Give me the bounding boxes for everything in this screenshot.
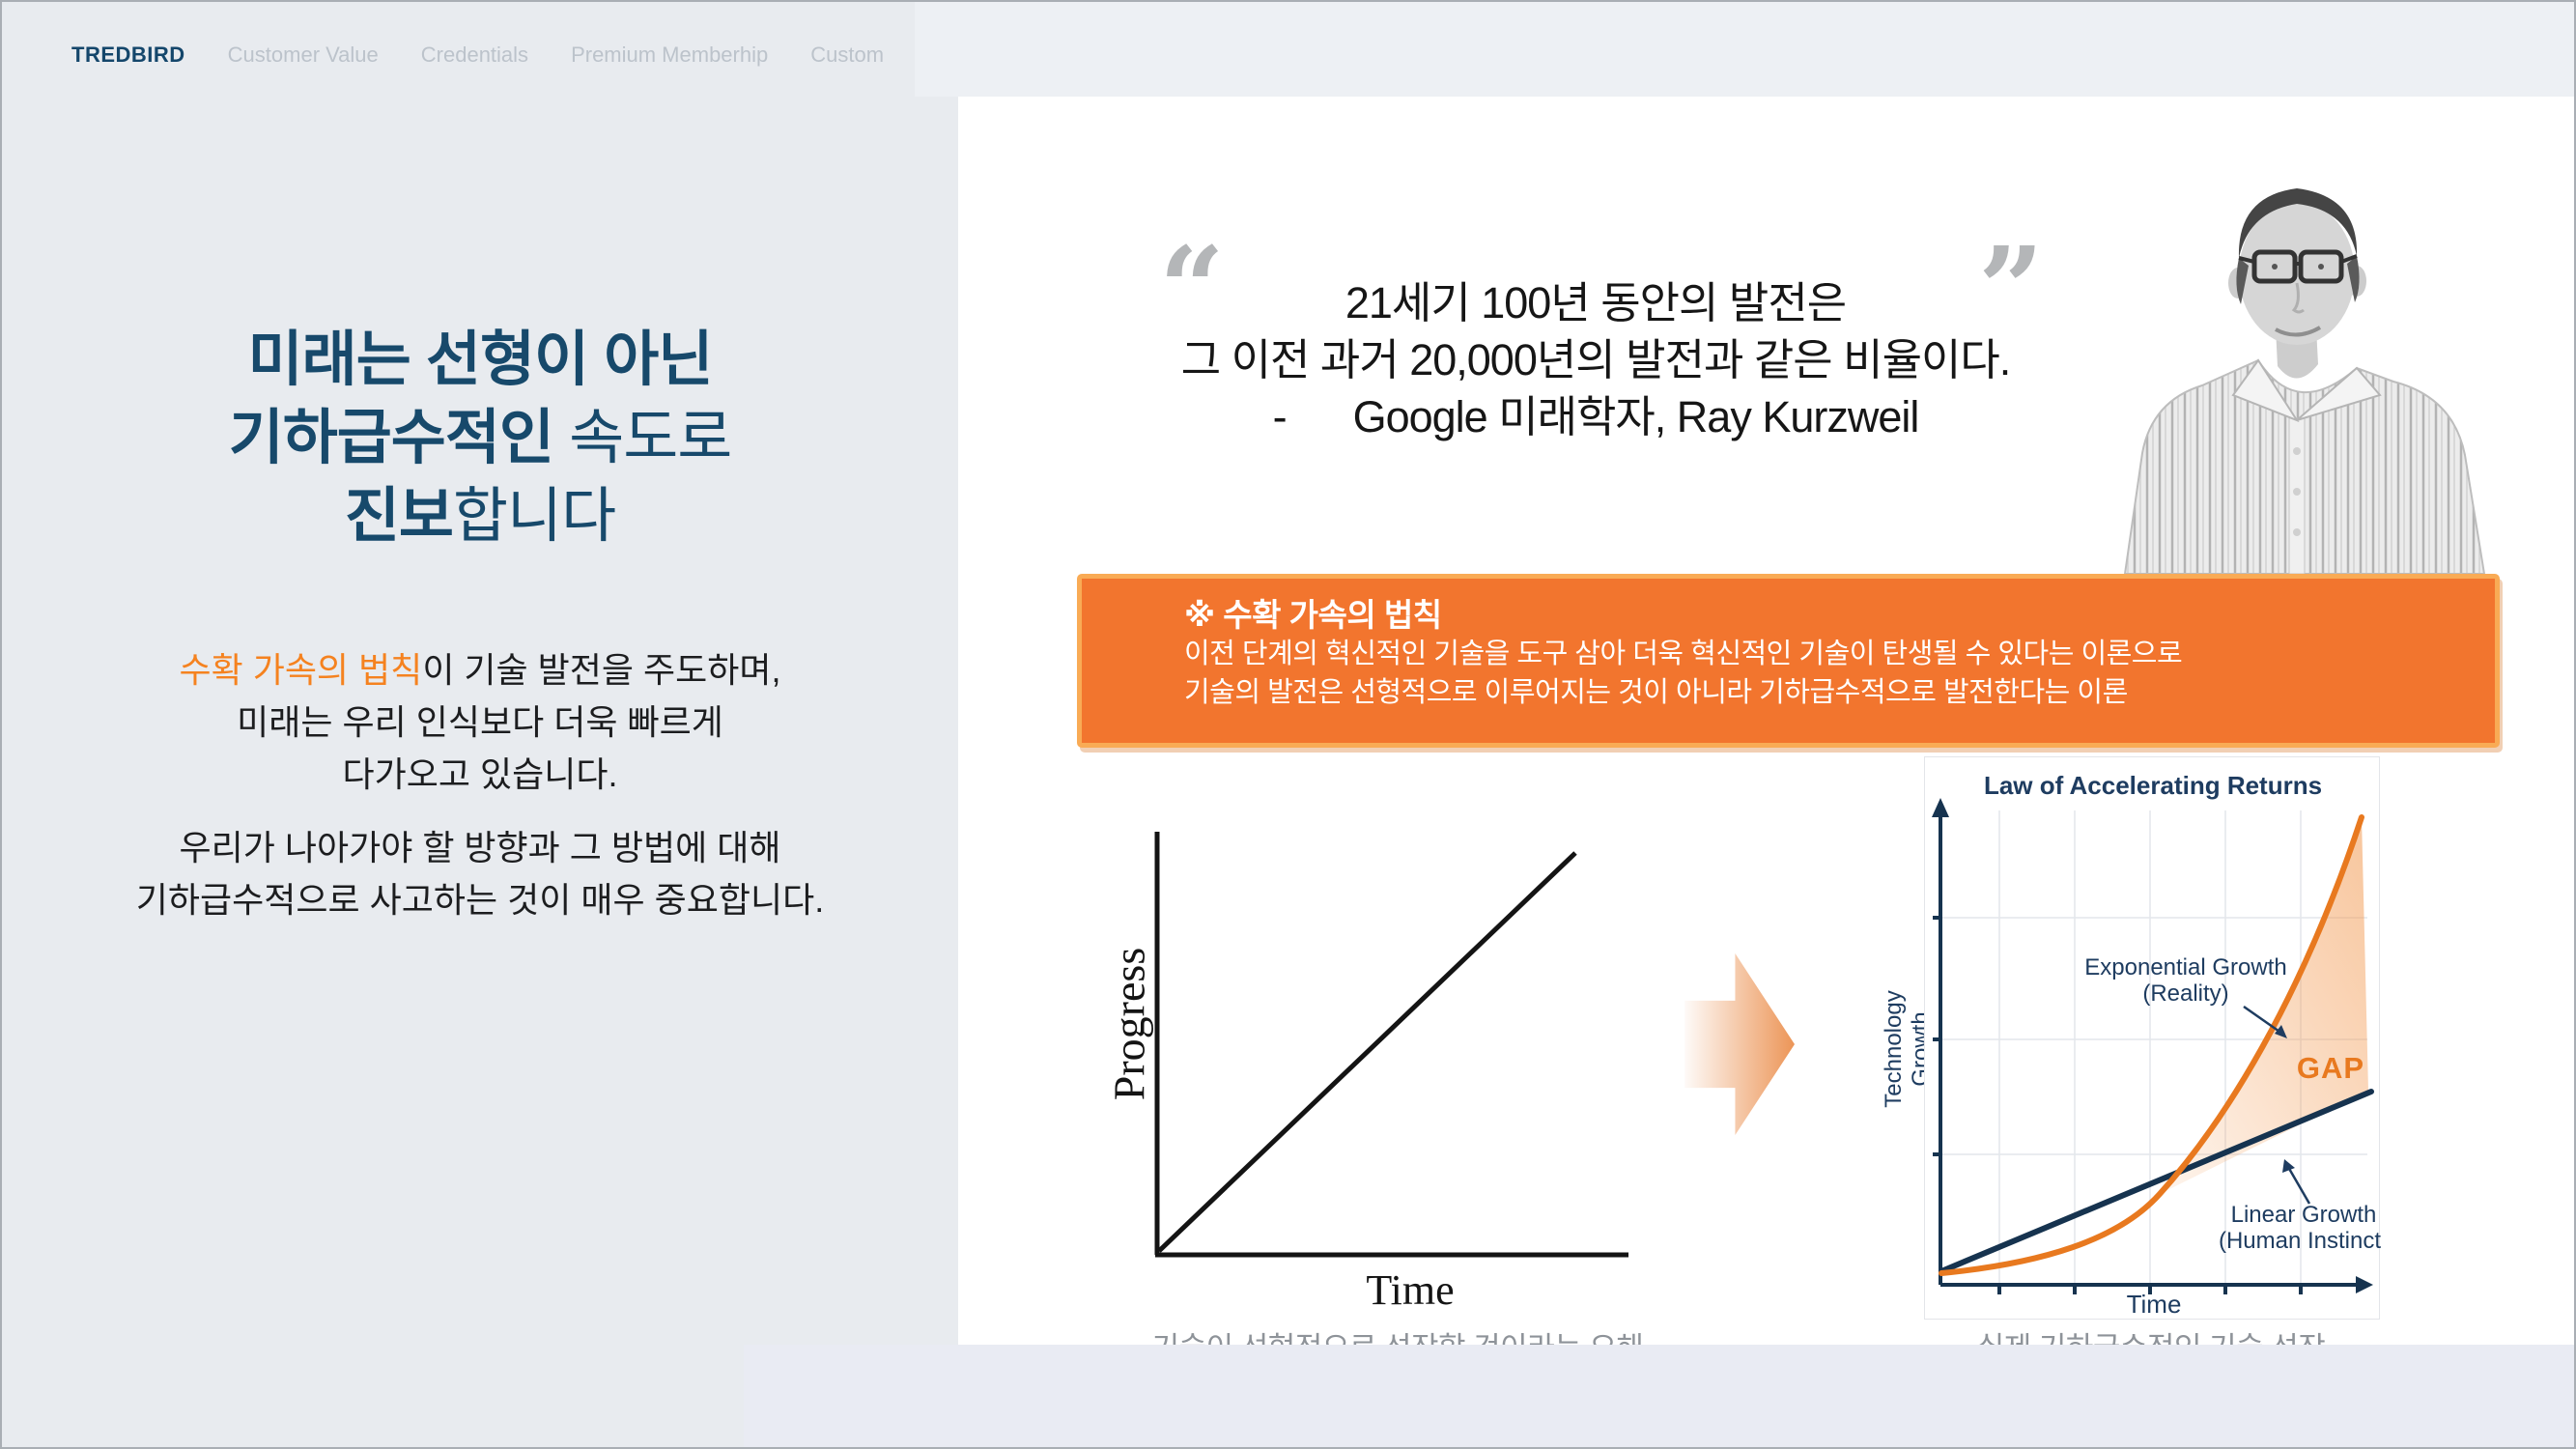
lar-chart: Law of Accelerating Returns	[1932, 771, 2389, 1319]
lar-x-axis-label: Time	[2127, 1290, 2182, 1319]
lin-annotation-arrowhead	[2282, 1159, 2295, 1173]
x-axis-arrowhead	[2356, 1276, 2373, 1293]
mouth	[2275, 326, 2322, 337]
headline-line-1: 미래는 선형이 아닌	[2, 321, 958, 399]
nav-item-premium-membership[interactable]: Premium Memberhip	[571, 43, 769, 67]
lead-paragraph-2: 우리가 나아가야 할 방향과 그 방법에 대해 기하급수적으로 사고하는 것이 …	[2, 822, 958, 926]
lead-p2-line1: 우리가 나아가야 할 방향과 그 방법에 대해	[179, 828, 781, 867]
collar-left	[2231, 358, 2300, 423]
nav-item-customer-value[interactable]: Customer Value	[227, 43, 379, 67]
kurzweil-quote: 21세기 100년 동안의 발전은 그 이전 과거 20,000년의 발전과 같…	[1113, 274, 2079, 445]
lead-paragraphs: 수확 가속의 법칙이 기술 발전을 주도하며, 미래는 우리 인식보다 더욱 빠…	[2, 644, 958, 926]
headline-line-1-text: 미래는 선형이 아닌	[247, 327, 714, 393]
eye-left	[2272, 264, 2278, 270]
lead-p1-line2: 미래는 우리 인식보다 더욱 빠르게	[237, 702, 723, 742]
top-strip-background	[915, 2, 2574, 97]
headline-line-2-bold: 기하급수적인	[228, 405, 554, 471]
law-definition-banner: ※ 수확 가속의 법칙 이전 단계의 혁신적인 기술을 도구 삼아 더욱 혁신적…	[1077, 574, 2500, 748]
lead-accent-text: 수확 가속의 법칙	[179, 650, 423, 690]
quote-line-2: 그 이전 과거 20,000년의 발전과 같은 비율이다.	[1180, 335, 2012, 384]
glasses-right-lens	[2298, 249, 2344, 284]
y-axis-arrowhead	[1932, 798, 1949, 817]
linear-misconception-chart: Progress Time	[1109, 832, 1628, 1314]
x-axis-label: Time	[1366, 1266, 1454, 1314]
quote-line-1: 21세기 100년 동안의 발전은	[1345, 278, 1847, 327]
collar-right	[2296, 366, 2382, 421]
lin-label-line2: (Human Instinct)	[2219, 1228, 2381, 1254]
exp-label-line1: Exponential Growth	[2084, 954, 2286, 980]
lar-chart-title: Law of Accelerating Returns	[1984, 771, 2322, 800]
headline-line-3-regular: 합니다	[452, 483, 616, 550]
lead-p2-line2: 기하급수적으로 사고하는 것이 매우 중요합니다.	[135, 880, 825, 920]
close-quote-icon: ”	[1978, 221, 2044, 355]
headline-line-2-regular: 속도로	[552, 405, 732, 471]
axes	[1933, 813, 2358, 1294]
lead-p1-line3: 다가오고 있습니다.	[342, 754, 618, 794]
glasses-arm-right	[2340, 254, 2358, 264]
gap-area	[2160, 817, 2368, 1194]
lead-p1-rest: 이 기술 발전을 주도하며,	[422, 650, 781, 690]
glasses-arm-left	[2238, 256, 2255, 264]
headline-line-2: 기하급수적인 속도로	[2, 399, 958, 477]
hair-temple-right	[2347, 256, 2360, 302]
lin-label-line1: Linear Growth	[2231, 1202, 2377, 1228]
headline-line-3-bold: 진보	[344, 483, 454, 550]
hair-temple-left	[2236, 258, 2249, 304]
shirt-placket	[2288, 417, 2306, 574]
headline-line-3: 진보합니다	[2, 477, 958, 555]
hair	[2238, 188, 2358, 258]
nose	[2291, 282, 2305, 314]
lead-paragraph-1: 수확 가속의 법칙이 기술 발전을 주도하며, 미래는 우리 인식보다 더욱 빠…	[2, 644, 958, 801]
shirt-button	[2293, 528, 2301, 536]
nav-item-credentials[interactable]: Credentials	[420, 43, 529, 67]
open-quote-icon: “	[1159, 221, 1225, 355]
ray-kurzweil-photo	[2123, 188, 2486, 574]
nav-item-custom[interactable]: Custom	[810, 43, 885, 67]
shirt-button	[2293, 447, 2301, 455]
banner-title: ※ 수확 가속의 법칙	[1184, 597, 1442, 633]
left-panel-background	[2, 2, 958, 1447]
brand-logo-text[interactable]: TREDBIRD	[71, 43, 185, 67]
top-navigation: TREDBIRD Customer Value Credentials Prem…	[71, 43, 884, 68]
glasses-left-lens	[2251, 249, 2298, 284]
shirt-button	[2293, 488, 2301, 496]
exponential-growth-curve	[1939, 814, 2364, 1276]
banner-line-2: 기술의 발전은 선형적으로 이루어지는 것이 아니라 기하급수적으로 발전한다는…	[1184, 677, 2128, 708]
quote-attribution: - Google 미래학자, Ray Kurzweil	[1272, 392, 1920, 441]
exp-annotation-arrowhead	[2275, 1025, 2287, 1038]
exp-label-line2: (Reality)	[2142, 980, 2228, 1007]
eye-right	[2318, 264, 2324, 270]
footer-strip-background	[744, 1345, 2574, 1447]
linear-progress-line	[1157, 851, 1577, 1253]
y-axis-label: Progress	[1109, 948, 1154, 1100]
linear-growth-line	[1939, 1089, 2374, 1274]
banner-line-1: 이전 단계의 혁신적인 기술을 도구 삼아 더욱 혁신적인 기술이 탄생될 수 …	[1184, 639, 2183, 669]
headline: 미래는 선형이 아닌 기하급수적인 속도로 진보합니다	[2, 321, 958, 555]
lar-chart-card: Law of Accelerating Returns	[1924, 756, 2389, 1320]
exp-annotation-arrow	[2243, 1005, 2283, 1036]
lin-annotation-arrow	[2286, 1166, 2311, 1205]
gap-label: GAP	[2297, 1051, 2364, 1085]
